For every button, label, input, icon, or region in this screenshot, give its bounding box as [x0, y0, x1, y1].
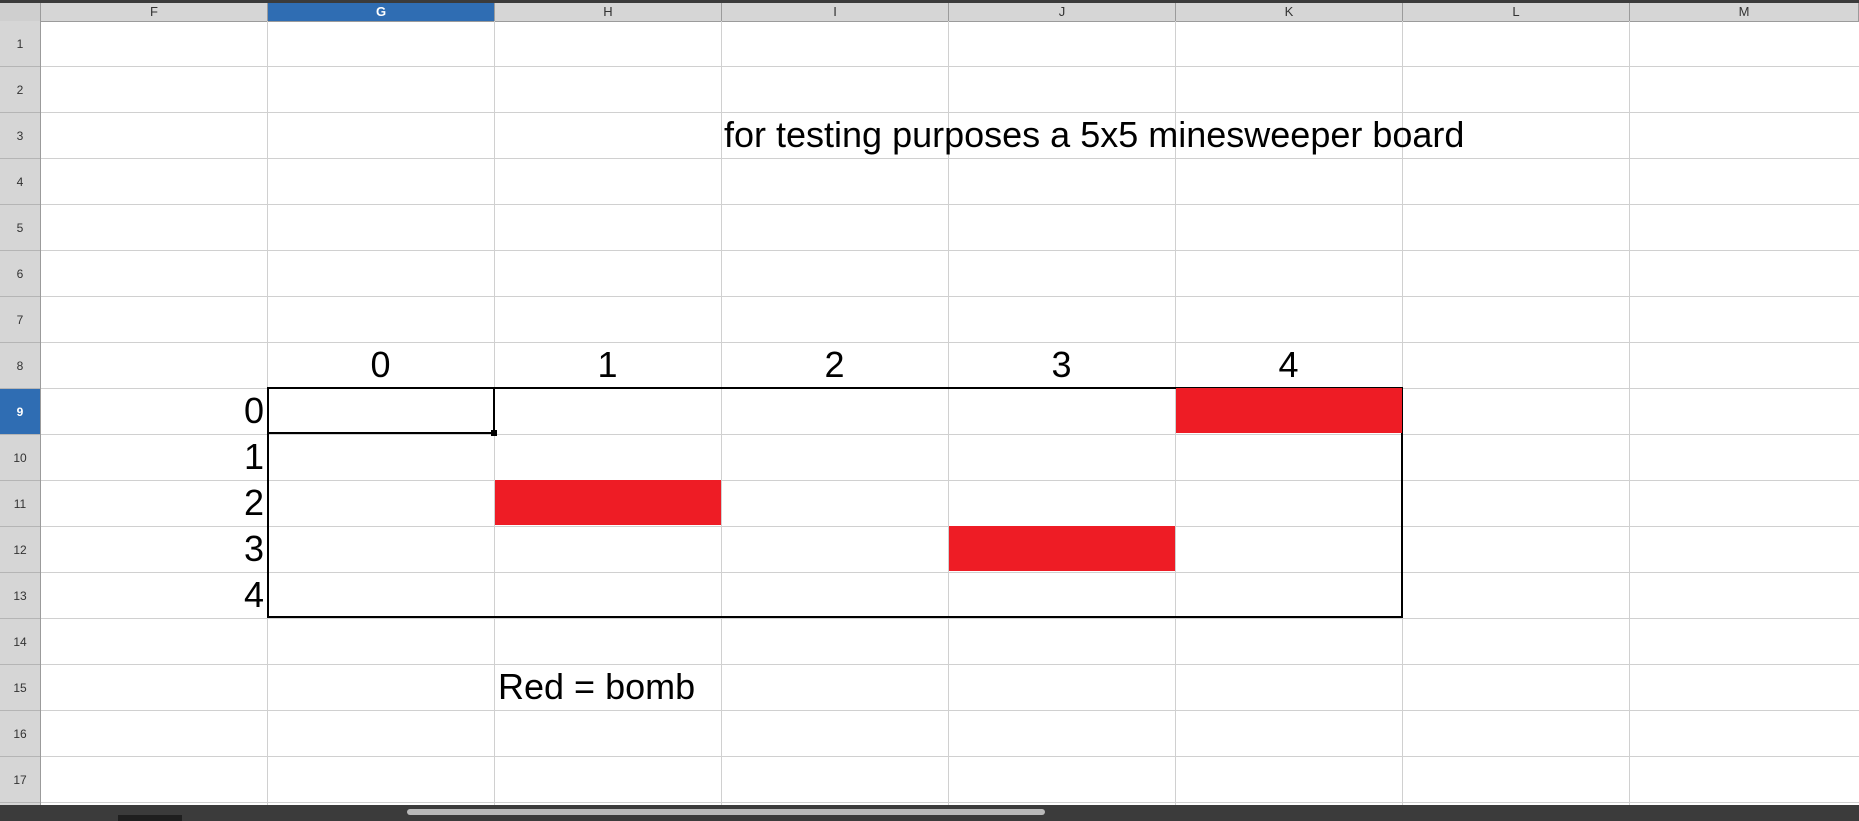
row-header-7[interactable]: 7 — [0, 297, 40, 343]
column-header-l[interactable]: L — [1403, 3, 1630, 21]
bottom-bar — [0, 805, 1859, 821]
column-header-f[interactable]: F — [41, 3, 268, 21]
horizontal-scrollbar-thumb[interactable] — [407, 809, 1045, 815]
bomb-cell[interactable] — [495, 480, 721, 525]
row-header-8[interactable]: 8 — [0, 343, 40, 389]
gridline — [41, 296, 1859, 297]
row-header-bar: 1 2 3 4 5 6 7 8 9 10 11 12 13 14 15 16 1… — [0, 21, 41, 805]
column-header-bar: F G H I J K L M — [0, 3, 1859, 22]
gridline — [721, 21, 722, 805]
row-header-4[interactable]: 4 — [0, 159, 40, 205]
gridline — [41, 664, 1859, 665]
sheet-tab[interactable] — [118, 815, 182, 821]
gridline — [41, 802, 1859, 803]
active-cell-cursor[interactable] — [267, 387, 495, 434]
gridline — [1175, 21, 1176, 805]
column-header-i[interactable]: I — [722, 3, 949, 21]
row-header-16[interactable]: 16 — [0, 711, 40, 757]
toolbar-edge — [0, 0, 1859, 3]
board-row-label: 2 — [243, 482, 264, 523]
board-row-label: 0 — [243, 390, 264, 431]
gridline — [41, 710, 1859, 711]
row-header-6[interactable]: 6 — [0, 251, 40, 297]
board-column-label: 0 — [370, 344, 391, 385]
board-row-label: 4 — [243, 574, 264, 615]
row-header-2[interactable]: 2 — [0, 67, 40, 113]
gridline — [41, 204, 1859, 205]
column-header-m[interactable]: M — [1630, 3, 1859, 21]
gridline — [1629, 21, 1630, 805]
column-header-g[interactable]: G — [268, 3, 495, 21]
column-header-k[interactable]: K — [1176, 3, 1403, 21]
row-header-10[interactable]: 10 — [0, 435, 40, 481]
bomb-cell[interactable] — [1176, 388, 1402, 433]
gridline — [41, 434, 1859, 435]
row-header-17[interactable]: 17 — [0, 757, 40, 803]
gridline — [41, 756, 1859, 757]
gridline — [41, 572, 1859, 573]
gridline — [41, 618, 1859, 619]
row-header-14[interactable]: 14 — [0, 619, 40, 665]
row-header-1[interactable]: 1 — [0, 21, 40, 67]
fill-handle[interactable] — [491, 430, 497, 436]
gridline — [41, 66, 1859, 67]
row-header-12[interactable]: 12 — [0, 527, 40, 573]
select-all-corner[interactable] — [0, 3, 41, 21]
gridline — [41, 342, 1859, 343]
board-column-label: 4 — [1278, 344, 1299, 385]
title-cell-text: for testing purposes a 5x5 minesweeper b… — [724, 114, 1465, 155]
column-header-h[interactable]: H — [495, 3, 722, 21]
row-header-11[interactable]: 11 — [0, 481, 40, 527]
row-header-5[interactable]: 5 — [0, 205, 40, 251]
gridline — [948, 21, 949, 805]
gridline — [41, 250, 1859, 251]
board-column-label: 1 — [597, 344, 618, 385]
board-row-label: 1 — [243, 436, 264, 477]
row-header-13[interactable]: 13 — [0, 573, 40, 619]
board-row-label: 3 — [243, 528, 264, 569]
gridline — [41, 480, 1859, 481]
row-header-15[interactable]: 15 — [0, 665, 40, 711]
legend-text: Red = bomb — [498, 666, 696, 707]
bomb-cell[interactable] — [949, 526, 1175, 571]
row-header-9[interactable]: 9 — [0, 389, 40, 435]
gridline — [41, 158, 1859, 159]
board-column-label: 2 — [824, 344, 845, 385]
minesweeper-board[interactable] — [267, 387, 1403, 618]
column-header-j[interactable]: J — [949, 3, 1176, 21]
row-header-3[interactable]: 3 — [0, 113, 40, 159]
gridline — [41, 112, 1859, 113]
board-column-label: 3 — [1051, 344, 1072, 385]
